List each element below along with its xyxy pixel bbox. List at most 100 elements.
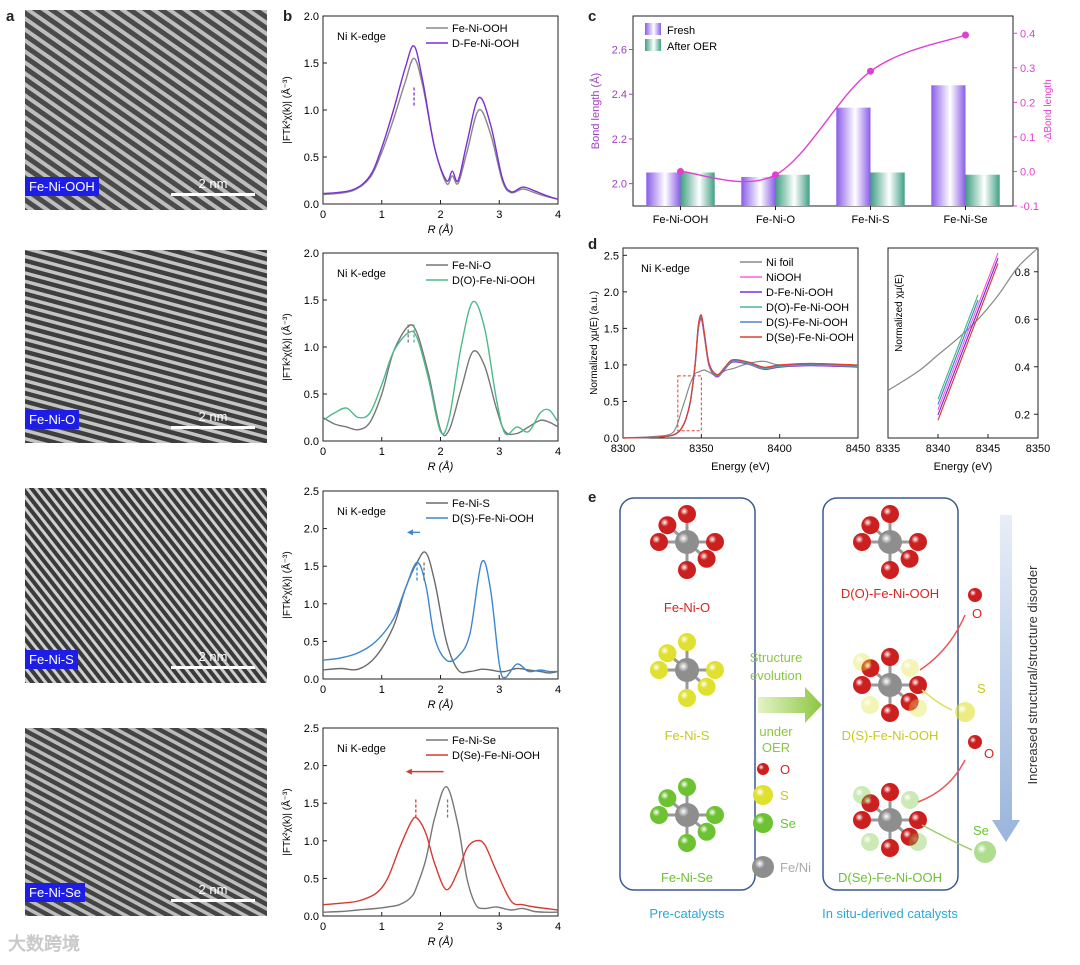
tem-image-fe-ni-o: Fe-Ni-O 2 nm xyxy=(25,250,267,443)
y-axis-label: |FTk²χ(k)| (Å⁻³) xyxy=(280,551,293,618)
y-tick-label: 2.2 xyxy=(612,134,627,146)
legend-swatch xyxy=(645,39,661,51)
tem-label: Fe-Ni-O xyxy=(25,410,80,429)
leaving-label: Se xyxy=(973,823,989,838)
ligand-atom xyxy=(697,677,716,696)
leaving-o-atom xyxy=(968,588,982,602)
ligand-atom xyxy=(706,806,724,824)
x-tick-label: Fe-Ni-OOH xyxy=(653,214,709,226)
metal-atom xyxy=(878,808,902,832)
series-line-Fe-Ni-Se xyxy=(322,786,559,913)
y-tick-label: 0.0 xyxy=(304,674,319,686)
ghost-se-atom xyxy=(861,833,879,851)
label-fe-ni-o: Fe-Ni-O xyxy=(664,600,710,615)
y2-tick-label: 0.4 xyxy=(1020,28,1035,40)
ligand-atom xyxy=(706,533,724,551)
derived-caption: In situ-derived catalysts xyxy=(822,906,958,921)
leaving-se-atom xyxy=(974,841,996,863)
ghost-se-atom xyxy=(853,786,871,804)
exafs-chart-fe-ni-o: 0 1 2 3 4 0.0 0.5 1.0 1.5 2.0 R (Å) |FTk²χ(k)| (Å⁻³… xyxy=(280,248,561,473)
y-tick-label: 1.0 xyxy=(304,599,319,611)
ligand-atom xyxy=(650,661,668,679)
zoom-box xyxy=(677,375,702,432)
x-axis-label: R (Å) xyxy=(428,698,454,711)
inset-x-tick-label: 8345 xyxy=(976,443,1000,455)
bar-Fresh-Fe-Ni-Se xyxy=(931,85,966,206)
incoming-arrow xyxy=(917,759,966,803)
tem-image-fe-ni-s: Fe-Ni-S 2 nm xyxy=(25,488,267,683)
y-tick-label: 2.6 xyxy=(612,45,627,57)
ligand-atom xyxy=(853,811,871,829)
inset-x-tick-label: 8350 xyxy=(1026,443,1050,455)
label-d-s: D(S)-Fe-Ni-OOH xyxy=(842,728,939,743)
x-tick-label: 0 xyxy=(320,684,326,696)
x-tick-label: 0 xyxy=(320,921,326,933)
derived-catalyst-box xyxy=(822,497,959,891)
x-tick-label: 3 xyxy=(496,684,502,696)
ghost-s-atom xyxy=(901,659,919,677)
y-tick-label: 2.0 xyxy=(304,11,319,23)
bar-Fresh-Fe-Ni-S xyxy=(836,107,871,206)
y-tick-label: 0.5 xyxy=(304,873,319,885)
scale-bar: 2 nm xyxy=(171,176,255,196)
x-tick-label: Fe-Ni-S xyxy=(852,214,890,226)
delta-point xyxy=(772,171,779,179)
bar-After OER-Fe-Ni-Se xyxy=(965,174,1000,206)
pre-catalyst-box xyxy=(619,497,756,891)
x-tick-label: 1 xyxy=(379,209,385,221)
fe-ni-se-model xyxy=(650,778,724,852)
ligand-atom xyxy=(861,516,880,535)
edge-label: Ni K-edge xyxy=(641,263,690,275)
shift-arrow-head xyxy=(405,768,412,775)
x-tick-label: 4 xyxy=(555,684,561,696)
ligand-atom xyxy=(697,549,716,568)
ligand-atom xyxy=(650,533,668,551)
label-fe-ni-s: Fe-Ni-S xyxy=(665,728,710,743)
legend-atom xyxy=(753,785,773,805)
exafs-chart-fe-ni-s: 0 1 2 3 4 0.0 0.5 1.0 1.5 2.0 2.5 R (Å) |FTk²χ(k)| (… xyxy=(280,486,561,711)
x-tick-label: 0 xyxy=(320,209,326,221)
fe-ni-s-model xyxy=(650,633,724,707)
inset-x-tick-label: 8335 xyxy=(876,443,900,455)
legend-label: D(O)-Fe-Ni-OOH xyxy=(766,302,849,314)
ghost-se-atom xyxy=(909,833,927,851)
y-axis-label: Bond length (Å) xyxy=(589,73,602,149)
metal-atom xyxy=(675,658,699,682)
y-tick-label: 2.5 xyxy=(304,723,319,735)
inset-y-tick-label: 0.2 xyxy=(1015,409,1030,421)
x-tick-label: 2 xyxy=(437,209,443,221)
ligand-atom xyxy=(881,561,899,579)
series-line-D(S)-Fe-Ni-OOH xyxy=(322,559,559,679)
leaving-label: O xyxy=(984,746,994,761)
x-tick-label: Fe-Ni-Se xyxy=(943,214,987,226)
legend-atom xyxy=(753,813,773,833)
inset-series-line-Ni foil xyxy=(887,247,1039,392)
legend-label: NiOOH xyxy=(766,272,802,284)
ligand-atom xyxy=(678,778,696,796)
d-o-model xyxy=(853,505,927,579)
x-tick-label: 0 xyxy=(320,446,326,458)
y-tick-label: 2.0 xyxy=(304,524,319,536)
legend-label: D-Fe-Ni-OOH xyxy=(766,287,833,299)
x-tick-label: 3 xyxy=(496,921,502,933)
ghost-s-atom xyxy=(853,653,871,671)
series-line-D-Fe-Ni-OOH xyxy=(322,45,559,200)
series-line-D(O)-Fe-Ni-OOH xyxy=(322,300,559,436)
ligand-atom xyxy=(881,505,899,523)
legend-label: Ni foil xyxy=(766,257,794,269)
legend-label: D-Fe-Ni-OOH xyxy=(452,38,519,50)
x-tick-label: 1 xyxy=(379,446,385,458)
legend-label: D(Se)-Fe-Ni-OOH xyxy=(766,332,854,344)
y-tick-label: 1.5 xyxy=(304,58,319,70)
legend-label: D(O)-Fe-Ni-OOH xyxy=(452,275,535,287)
series-line-Ni foil xyxy=(622,360,859,439)
ligand-atom xyxy=(900,549,919,568)
y-tick-label: 0.5 xyxy=(304,152,319,164)
x-tick-label: 3 xyxy=(496,209,502,221)
tem-label: Fe-Ni-S xyxy=(25,650,78,669)
shift-arrow-head xyxy=(407,529,413,536)
delta-line xyxy=(680,34,966,183)
x-tick-label: 3 xyxy=(496,446,502,458)
legend-label: Se xyxy=(780,816,796,831)
legend-label: Fresh xyxy=(667,25,695,37)
